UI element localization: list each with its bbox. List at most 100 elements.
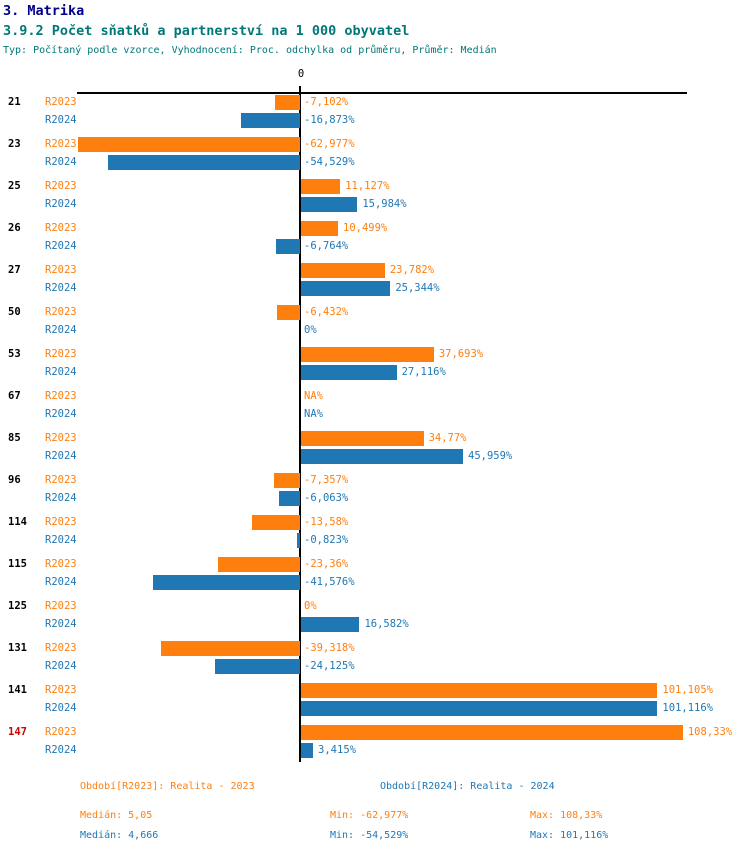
value-label-r2024: 27,116% xyxy=(401,366,446,378)
bar-r2024-131 xyxy=(214,659,300,674)
bar-r2024-114 xyxy=(297,533,300,548)
value-label-r2023: 23,782% xyxy=(389,264,435,276)
bar-r2024-125 xyxy=(301,617,360,632)
series-label-r2024: R2024 xyxy=(45,114,77,126)
stat-min-2024: Min: -54,529% xyxy=(330,830,409,841)
value-label-r2023: -23,36% xyxy=(304,558,349,570)
chart-category-label: 26 xyxy=(8,222,21,234)
series-label-r2024: R2024 xyxy=(45,534,77,546)
series-label-r2024: R2024 xyxy=(45,492,77,504)
bar-r2024-85 xyxy=(301,449,463,464)
stat-min-2023: Min: -62,977% xyxy=(330,810,409,821)
value-label-r2024: -41,576% xyxy=(304,576,355,588)
chart-category-label: 21 xyxy=(8,96,21,108)
chart-category-label: 23 xyxy=(8,138,21,150)
bar-r2024-26 xyxy=(276,239,300,254)
value-label-r2024: -54,529% xyxy=(304,156,355,168)
chart-type-info: Typ: Počítaný podle vzorce, Vyhodnocení:… xyxy=(3,45,497,56)
chart-category-label: 125 xyxy=(8,600,27,612)
series-label-r2023: R2023 xyxy=(45,432,77,444)
series-label-r2024: R2024 xyxy=(45,744,77,756)
bar-r2023-131 xyxy=(161,641,300,656)
legend-period-2024: Období[R2024]: Realita - 2024 xyxy=(380,781,555,792)
value-label-r2023: -7,102% xyxy=(304,96,349,108)
value-label-r2023: -39,318% xyxy=(304,642,355,654)
value-label-r2023: 34,77% xyxy=(428,432,467,444)
bar-r2023-147 xyxy=(301,725,683,740)
series-label-r2023: R2023 xyxy=(45,264,77,276)
stat-median-2023: Medián: 5,05 xyxy=(80,810,153,821)
series-label-r2023: R2023 xyxy=(45,642,77,654)
bar-r2024-141 xyxy=(301,701,658,716)
value-label-r2024: -6,063% xyxy=(304,492,349,504)
series-label-r2024: R2024 xyxy=(45,450,77,462)
bar-r2023-85 xyxy=(301,431,424,446)
chart-category-label: 25 xyxy=(8,180,21,192)
value-label-r2023: 37,693% xyxy=(438,348,484,360)
bar-r2023-25 xyxy=(301,179,341,194)
value-label-r2024: 101,116% xyxy=(662,702,713,714)
value-label-r2024: -16,873% xyxy=(304,114,355,126)
page-title: 3. Matrika xyxy=(3,3,85,19)
series-label-r2024: R2024 xyxy=(45,618,77,630)
value-label-r2024: 3,415% xyxy=(318,744,356,756)
value-label-r2023: 10,499% xyxy=(343,222,388,234)
bar-r2023-23 xyxy=(78,137,300,152)
bar-r2024-21 xyxy=(240,113,300,128)
series-label-r2024: R2024 xyxy=(45,366,77,378)
value-label-r2023: 108,33% xyxy=(687,726,733,738)
bar-r2023-26 xyxy=(301,221,338,236)
series-label-r2024: R2024 xyxy=(45,576,77,588)
chart-category-label: 96 xyxy=(8,474,21,486)
value-label-r2024: 15,984% xyxy=(362,198,407,210)
series-label-r2023: R2023 xyxy=(45,348,77,360)
bar-r2023-114 xyxy=(252,515,300,530)
chart-category-label: 50 xyxy=(8,306,21,318)
bar-r2023-141 xyxy=(301,683,658,698)
bar-r2024-115 xyxy=(153,575,300,590)
bar-r2024-53 xyxy=(301,365,397,380)
chart-category-label: 53 xyxy=(8,348,21,360)
chart-category-label: 115 xyxy=(8,558,27,570)
stat-max-2023: Max: 108,33% xyxy=(530,810,603,821)
series-label-r2024: R2024 xyxy=(45,660,77,672)
stat-median-2024: Medián: 4,666 xyxy=(80,830,159,841)
value-label-r2024: 25,344% xyxy=(395,282,440,294)
bar-r2024-25 xyxy=(301,197,358,212)
chart-category-label: 131 xyxy=(8,642,27,654)
series-label-r2024: R2024 xyxy=(45,702,77,714)
series-label-r2023: R2023 xyxy=(45,96,77,108)
series-label-r2023: R2023 xyxy=(45,138,77,150)
stat-max-2024: Max: 101,116% xyxy=(530,830,609,841)
chart-category-label: 67 xyxy=(8,390,21,402)
chart-category-label: 141 xyxy=(8,684,27,696)
series-label-r2024: R2024 xyxy=(45,408,77,420)
value-label-r2023: 11,127% xyxy=(345,180,390,192)
value-label-r2024: 45,959% xyxy=(468,450,513,462)
zero-baseline xyxy=(299,86,301,762)
series-label-r2023: R2023 xyxy=(45,180,77,192)
series-label-r2024: R2024 xyxy=(45,198,77,210)
series-label-r2023: R2023 xyxy=(45,390,77,402)
series-label-r2023: R2023 xyxy=(45,726,77,738)
value-label-r2024: NA% xyxy=(304,408,323,420)
series-label-r2023: R2023 xyxy=(45,516,77,528)
chart-category-label: 85 xyxy=(8,432,21,444)
bar-r2024-147 xyxy=(301,743,314,758)
axis-zero-tick-label: 0 xyxy=(297,68,305,80)
bar-r2024-27 xyxy=(301,281,391,296)
chart-category-label: 147 xyxy=(8,726,27,738)
series-label-r2023: R2023 xyxy=(45,306,77,318)
x-axis-line xyxy=(77,92,687,94)
series-label-r2023: R2023 xyxy=(45,558,77,570)
bar-r2023-115 xyxy=(217,557,300,572)
series-label-r2023: R2023 xyxy=(45,684,77,696)
value-label-r2023: -7,357% xyxy=(304,474,349,486)
value-label-r2023: NA% xyxy=(304,390,323,402)
legend-period-2023: Období[R2023]: Realita - 2023 xyxy=(80,781,255,792)
series-label-r2023: R2023 xyxy=(45,222,77,234)
series-label-r2024: R2024 xyxy=(45,240,77,252)
value-label-r2023: -62,977% xyxy=(304,138,355,150)
bar-r2023-27 xyxy=(301,263,385,278)
